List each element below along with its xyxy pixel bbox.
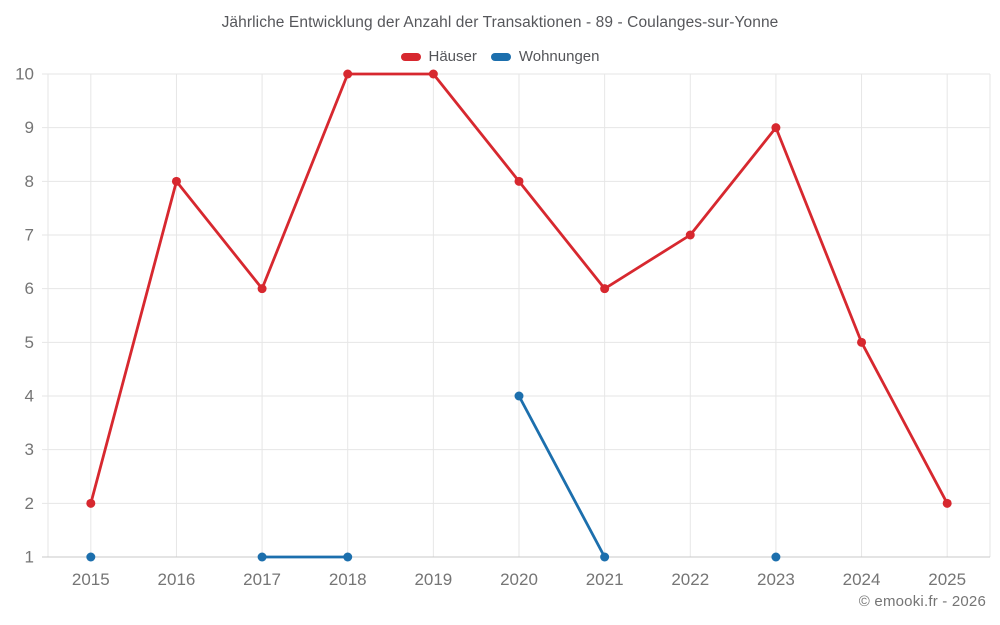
x-axis-tick-label: 2022 xyxy=(671,570,709,589)
legend-label-wohnungen: Wohnungen xyxy=(518,48,600,65)
y-axis-tick-label: 10 xyxy=(15,65,34,84)
data-point-häuser xyxy=(942,498,952,508)
data-point-wohnungen xyxy=(343,552,353,562)
y-axis-tick-label: 4 xyxy=(25,387,34,406)
chart-title: Jährliche Entwicklung der Anzahl der Tra… xyxy=(221,14,779,31)
data-point-häuser xyxy=(428,69,438,79)
y-axis-tick-label: 3 xyxy=(25,440,34,459)
data-point-häuser xyxy=(857,337,867,347)
y-axis-tick-label: 1 xyxy=(25,548,34,567)
legend-item-haeuser[interactable]: Häuser xyxy=(400,46,477,68)
copyright-credit: © emooki.fr - 2026 xyxy=(858,593,986,610)
x-axis-tick-label: 2017 xyxy=(243,570,281,589)
x-axis-tick-label: 2019 xyxy=(414,570,452,589)
legend-item-wohnungen[interactable]: Wohnungen xyxy=(490,46,600,68)
data-point-häuser xyxy=(514,176,524,186)
haeuser-series-swatch-icon xyxy=(400,53,421,61)
y-axis-tick-label: 5 xyxy=(25,333,34,352)
wohnungen-series-swatch-icon xyxy=(490,53,511,61)
x-axis-tick-label: 2016 xyxy=(158,570,196,589)
data-point-wohnungen xyxy=(257,552,267,562)
x-axis-tick-label: 2018 xyxy=(329,570,367,589)
y-axis-tick-label: 7 xyxy=(25,226,34,245)
data-point-wohnungen xyxy=(514,391,524,401)
legend-label-haeuser: Häuser xyxy=(428,48,477,65)
data-point-häuser xyxy=(86,498,96,508)
data-point-häuser xyxy=(257,284,267,294)
x-axis-tick-label: 2024 xyxy=(843,570,881,589)
data-point-häuser xyxy=(171,176,181,186)
data-point-häuser xyxy=(685,230,695,240)
y-axis-tick-label: 2 xyxy=(25,494,34,513)
data-point-häuser xyxy=(771,123,781,133)
y-axis-tick-label: 9 xyxy=(25,118,34,137)
chart-legend: Häuser Wohnungen xyxy=(0,46,1000,68)
series-line-wohnungen xyxy=(517,394,607,559)
x-axis-tick-label: 2015 xyxy=(72,570,110,589)
data-point-wohnungen xyxy=(600,552,610,562)
data-point-häuser xyxy=(343,69,353,79)
y-axis-tick-label: 8 xyxy=(25,172,34,191)
x-axis-tick-label: 2025 xyxy=(928,570,966,589)
x-axis-tick-label: 2020 xyxy=(500,570,538,589)
data-point-häuser xyxy=(600,284,610,294)
data-point-wohnungen xyxy=(86,552,96,562)
x-axis-tick-label: 2023 xyxy=(757,570,795,589)
x-axis-tick-label: 2021 xyxy=(586,570,624,589)
y-axis-tick-label: 6 xyxy=(25,279,34,298)
data-point-wohnungen xyxy=(771,552,781,562)
